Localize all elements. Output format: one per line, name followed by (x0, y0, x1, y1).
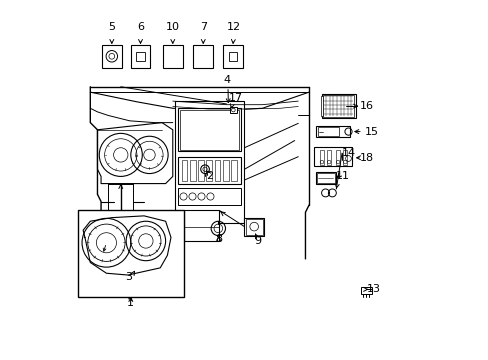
Bar (178, 157, 241, 184)
Text: 16: 16 (359, 101, 373, 111)
Bar (316, 172, 335, 184)
Bar (206, 159, 212, 181)
Bar (223, 45, 243, 68)
Bar (360, 287, 371, 294)
Text: 3: 3 (125, 272, 132, 282)
Bar (102, 45, 122, 68)
Bar (193, 45, 213, 68)
Text: 9: 9 (254, 236, 261, 246)
Bar (321, 94, 355, 118)
Bar (163, 45, 182, 68)
Bar (314, 147, 351, 166)
Bar (174, 101, 244, 223)
Bar (335, 150, 340, 165)
Text: 7: 7 (199, 22, 206, 32)
Bar (319, 150, 324, 165)
Text: 1: 1 (127, 298, 134, 308)
Bar (180, 110, 239, 149)
Bar (223, 159, 228, 181)
Bar (183, 211, 219, 241)
Bar (178, 108, 241, 151)
Bar (182, 159, 187, 181)
Bar (323, 95, 353, 117)
Bar (343, 150, 346, 165)
Bar (317, 127, 339, 136)
Text: 6: 6 (137, 22, 143, 32)
Bar (245, 219, 263, 234)
Bar (190, 159, 195, 181)
Bar (136, 52, 144, 60)
Bar (198, 159, 203, 181)
Text: 8: 8 (215, 234, 222, 244)
Bar (320, 96, 322, 116)
Bar (244, 218, 264, 235)
Bar (214, 159, 220, 181)
Bar (230, 107, 236, 113)
Bar (326, 150, 330, 165)
Bar (228, 52, 237, 60)
Text: 14: 14 (341, 148, 355, 158)
Bar (130, 45, 150, 68)
Text: 10: 10 (165, 22, 180, 32)
Text: 5: 5 (108, 22, 115, 32)
Text: 15: 15 (364, 127, 378, 136)
Bar (316, 126, 349, 137)
Bar (317, 173, 334, 183)
Text: 12: 12 (226, 22, 240, 32)
Text: 18: 18 (359, 153, 373, 163)
Bar (231, 159, 237, 181)
Text: 2: 2 (206, 171, 213, 181)
Text: 13: 13 (366, 284, 381, 294)
Text: 17: 17 (228, 93, 243, 103)
Bar (78, 211, 183, 297)
Text: 11: 11 (335, 171, 349, 181)
Bar (178, 188, 241, 205)
Text: 4: 4 (223, 75, 230, 85)
